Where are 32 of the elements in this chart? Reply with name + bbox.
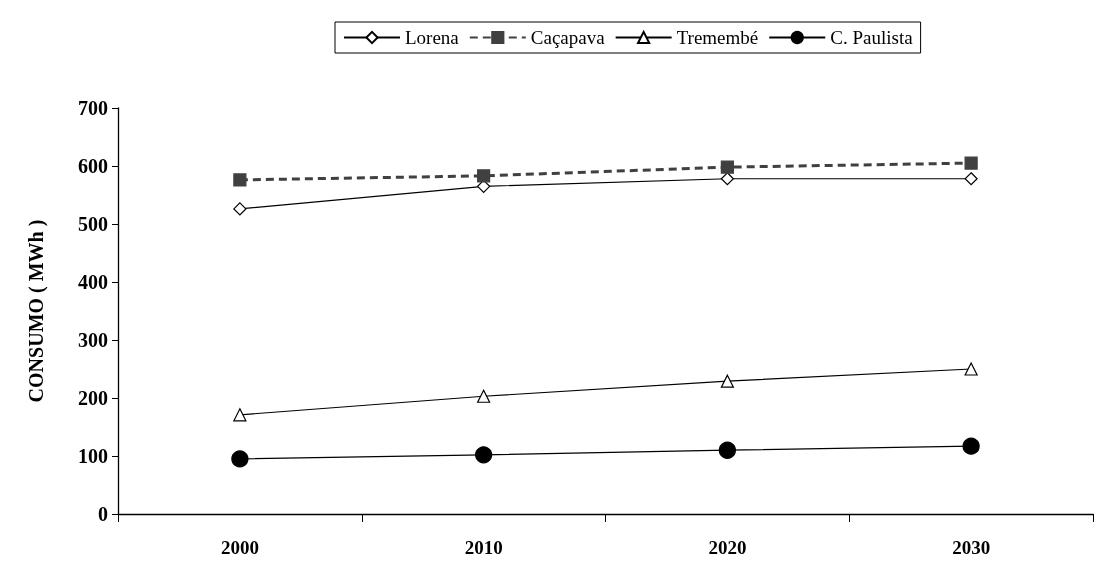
x-tick-label: 2000 bbox=[220, 537, 259, 558]
point bbox=[720, 374, 734, 388]
point bbox=[233, 202, 247, 216]
x-tick-label: 2030 bbox=[952, 537, 991, 558]
point bbox=[964, 156, 978, 170]
legend-label: Caçapava bbox=[530, 27, 606, 48]
point bbox=[720, 172, 734, 186]
legend-label: Tremembé bbox=[676, 27, 759, 48]
point bbox=[964, 172, 978, 186]
legend-label: Lorena bbox=[405, 27, 460, 48]
point bbox=[962, 437, 980, 455]
x-tick-label: 2020 bbox=[708, 537, 747, 558]
y-tick-label: 200 bbox=[78, 387, 108, 409]
y-tick-label: 700 bbox=[78, 97, 108, 119]
point bbox=[718, 441, 736, 459]
y-tick-label: 600 bbox=[78, 155, 108, 177]
point bbox=[964, 362, 978, 376]
point bbox=[233, 408, 247, 422]
y-axis-title: CONSUMO ( MWh ) bbox=[25, 219, 48, 403]
point bbox=[233, 173, 247, 187]
point bbox=[231, 450, 249, 468]
legend-label: C. Paulista bbox=[830, 27, 914, 48]
point bbox=[477, 169, 491, 183]
point bbox=[475, 446, 493, 464]
y-tick-label: 100 bbox=[78, 445, 108, 467]
point bbox=[477, 389, 491, 403]
y-tick-label: 300 bbox=[78, 329, 108, 351]
y-tick-label: 400 bbox=[78, 271, 108, 293]
y-tick-label: 500 bbox=[78, 213, 108, 235]
x-tick-label: 2010 bbox=[464, 537, 503, 558]
y-tick-label: 0 bbox=[98, 503, 108, 525]
point bbox=[720, 160, 734, 174]
